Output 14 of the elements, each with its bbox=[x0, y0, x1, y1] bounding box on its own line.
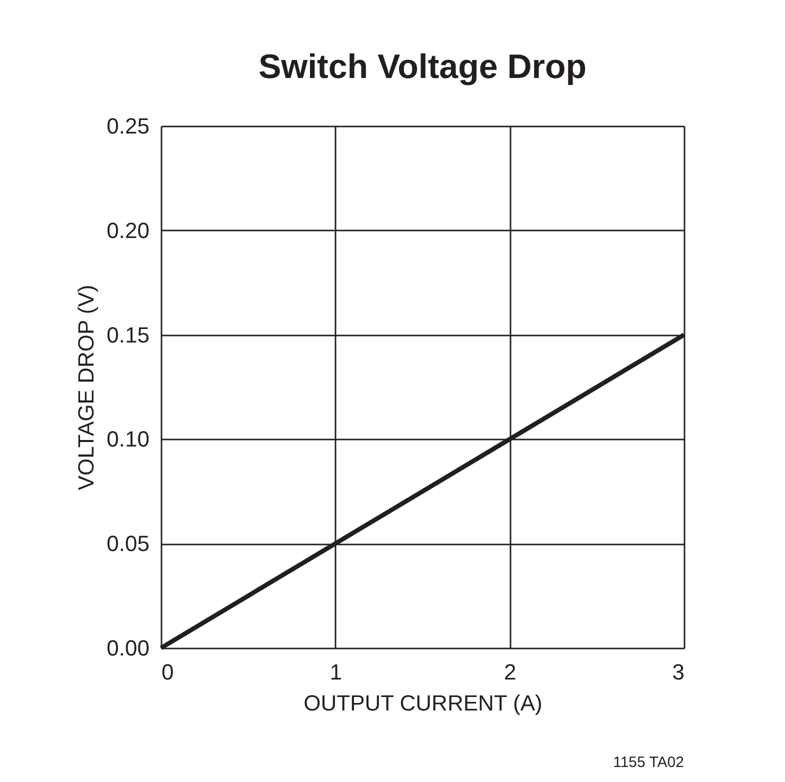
y-tick-label: 0.15 bbox=[106, 322, 150, 348]
y-tick-label: 0.05 bbox=[106, 531, 150, 556]
x-tick-label: 1 bbox=[330, 660, 342, 684]
y-tick-label: 0.20 bbox=[106, 218, 150, 243]
x-tick-label: 3 bbox=[672, 660, 684, 684]
y-axis-title: VOLTAGE DROP (V) bbox=[74, 284, 99, 490]
x-tick-label: 2 bbox=[504, 660, 516, 684]
y-tick-label: 0.25 bbox=[106, 114, 150, 138]
x-axis-title: OUTPUT CURRENT (A) bbox=[304, 690, 542, 716]
text: 1155 TA02 bbox=[613, 754, 684, 771]
y-tick-label: 0.10 bbox=[106, 426, 150, 452]
y-tick-label: 0.00 bbox=[106, 636, 150, 660]
x-tick-label: 0 bbox=[162, 660, 174, 684]
chart-title: Switch Voltage Drop bbox=[258, 48, 587, 86]
